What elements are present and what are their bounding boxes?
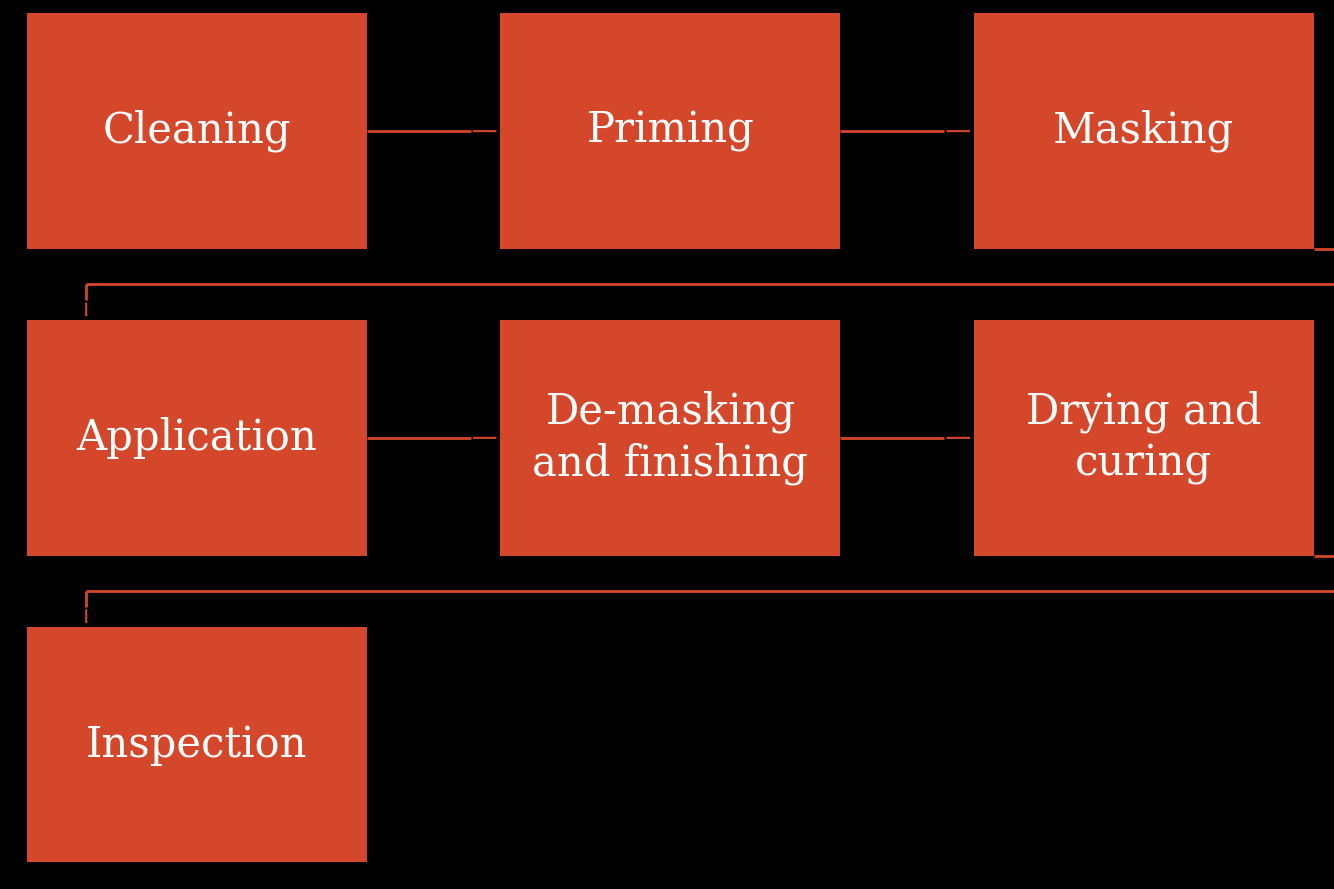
Text: Inspection: Inspection <box>85 724 308 765</box>
Bar <box>974 320 1314 556</box>
Text: Cleaning: Cleaning <box>103 110 291 152</box>
Bar <box>27 320 367 556</box>
Bar <box>27 627 367 862</box>
Text: Drying and
curing: Drying and curing <box>1026 390 1262 485</box>
Text: Application: Application <box>76 417 317 459</box>
Bar <box>27 13 367 249</box>
Bar <box>500 13 840 249</box>
Text: Priming: Priming <box>587 110 754 152</box>
Text: De-masking
and finishing: De-masking and finishing <box>532 390 808 485</box>
Bar <box>974 13 1314 249</box>
Bar <box>500 320 840 556</box>
Text: Masking: Masking <box>1054 110 1234 152</box>
